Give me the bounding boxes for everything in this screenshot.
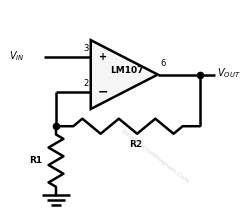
Text: 2: 2 — [83, 79, 88, 88]
Text: +: + — [99, 52, 107, 62]
Text: 3: 3 — [82, 44, 88, 53]
Text: $V_{IN}$: $V_{IN}$ — [9, 49, 24, 63]
Text: SimpleCircuitDiagram.Com: SimpleCircuitDiagram.Com — [120, 128, 190, 185]
Text: LM107: LM107 — [110, 66, 143, 75]
Polygon shape — [90, 40, 157, 109]
Text: 6: 6 — [160, 59, 165, 68]
Text: R1: R1 — [29, 156, 42, 165]
Text: $V_{OUT}$: $V_{OUT}$ — [216, 66, 240, 80]
Text: −: − — [98, 85, 108, 98]
Text: R2: R2 — [128, 140, 141, 149]
